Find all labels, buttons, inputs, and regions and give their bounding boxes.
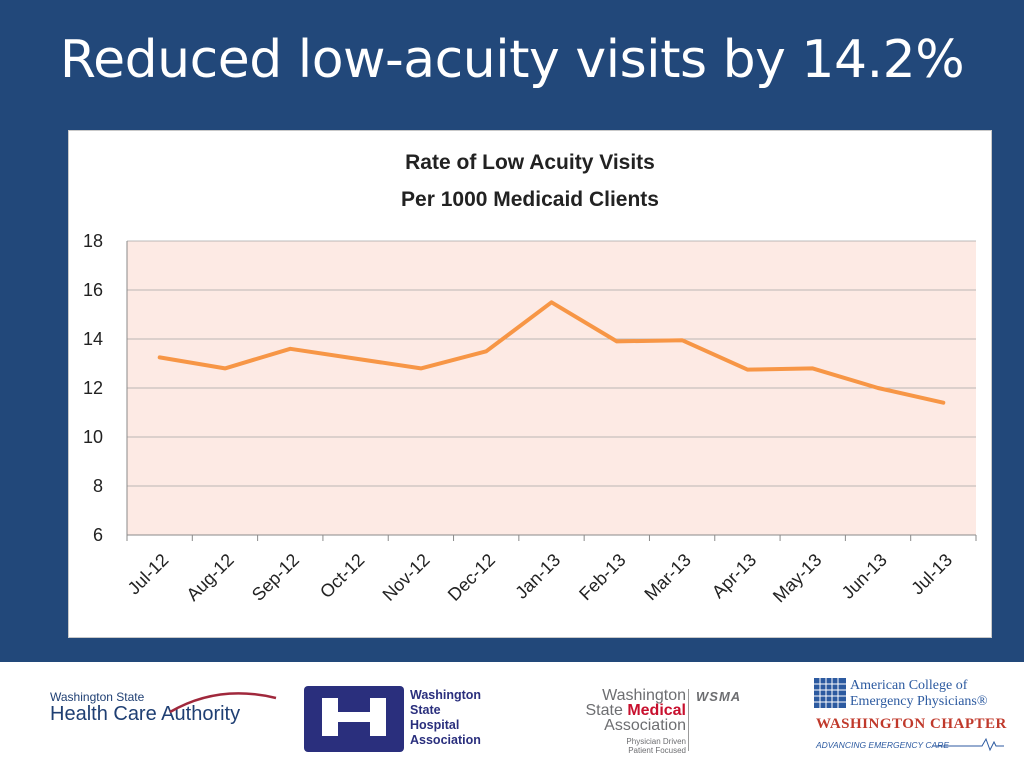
x-tick-label: Jun-13: [838, 550, 891, 603]
wsha-logo-name: Washington State Hospital Association: [410, 688, 482, 747]
acep-name-line-1: American College of: [850, 678, 968, 693]
y-tick-label: 14: [83, 329, 103, 349]
y-tick-label: 6: [93, 525, 103, 545]
chart-title-line-1: Rate of Low Acuity Visits: [405, 151, 655, 174]
x-tick-label: Nov-12: [379, 550, 434, 605]
hca-logo-line-1: Washington State: [50, 690, 145, 704]
heartbeat-icon: [932, 737, 1004, 752]
wsma-tagline: Physician Driven Patient Focused: [626, 737, 686, 755]
x-tick-label: Dec-12: [444, 550, 499, 605]
acep-tagline: ADVANCING EMERGENCY CARE: [816, 740, 950, 750]
slide-title: Reduced low-acuity visits by 14.2%: [59, 30, 965, 90]
x-axis: [126, 241, 977, 541]
line-chart: Rate of Low Acuity Visits Per 1000 Medic…: [83, 151, 977, 607]
y-tick-label: 8: [93, 476, 103, 496]
gridlines: [127, 240, 976, 487]
wsma-abbreviation: WSMA: [696, 689, 742, 704]
acep-logo: American College of Emergency Physicians…: [814, 678, 1014, 764]
x-tick-label: Jul-13: [907, 550, 956, 599]
y-tick-label: 12: [83, 378, 103, 398]
acep-name-line-2: Emergency Physicians®: [850, 694, 988, 709]
x-tick-label: Oct-12: [316, 550, 368, 602]
hca-logo: Washington State Health Care Authority: [50, 690, 277, 740]
chart-frame: Rate of Low Acuity Visits Per 1000 Medic…: [68, 130, 992, 638]
footer-logos: Washington State Health Care Authority W…: [0, 662, 1024, 768]
x-tick-label: Apr-13: [708, 550, 760, 602]
wsma-logo-line-1: Washington: [602, 687, 686, 704]
hca-logo-line-2: Health Care Authority: [50, 703, 241, 725]
hca-swoosh-icon: [169, 692, 277, 714]
wsma-logo-line-2: State Medical: [585, 702, 687, 719]
x-tick-label: Jul-12: [124, 550, 173, 599]
wsma-logo-line-3: Association: [604, 717, 686, 734]
wsha-logo: Washington State Hospital Association: [304, 686, 504, 756]
x-axis-tick-labels: Jul-12 Aug-12 Sep-12 Oct-12 Nov-12 Dec-12 Jan-…: [124, 550, 957, 607]
wsha-h-icon: [304, 686, 404, 752]
acep-chapter: WASHINGTON CHAPTER: [816, 716, 1007, 732]
acep-grid-icon: [814, 678, 846, 708]
x-tick-label: Feb-13: [575, 550, 629, 604]
x-tick-label: Jan-13: [511, 550, 564, 603]
wsma-logo: Washington State Medical Association Phy…: [566, 687, 756, 757]
x-tick-label: Aug-12: [183, 550, 238, 605]
y-tick-label: 16: [83, 280, 103, 300]
y-tick-label: 18: [83, 231, 103, 251]
x-tick-label: Mar-13: [640, 550, 694, 604]
chart-title-line-2: Per 1000 Medicaid Clients: [401, 188, 659, 211]
y-tick-label: 10: [83, 427, 103, 447]
x-tick-label: May-13: [769, 550, 826, 607]
series-line: [157, 300, 946, 405]
y-axis-tick-labels: 6 8 10 12 14 16 18: [83, 231, 103, 545]
x-tick-label: Sep-12: [248, 550, 303, 605]
wsma-divider: [688, 689, 689, 751]
